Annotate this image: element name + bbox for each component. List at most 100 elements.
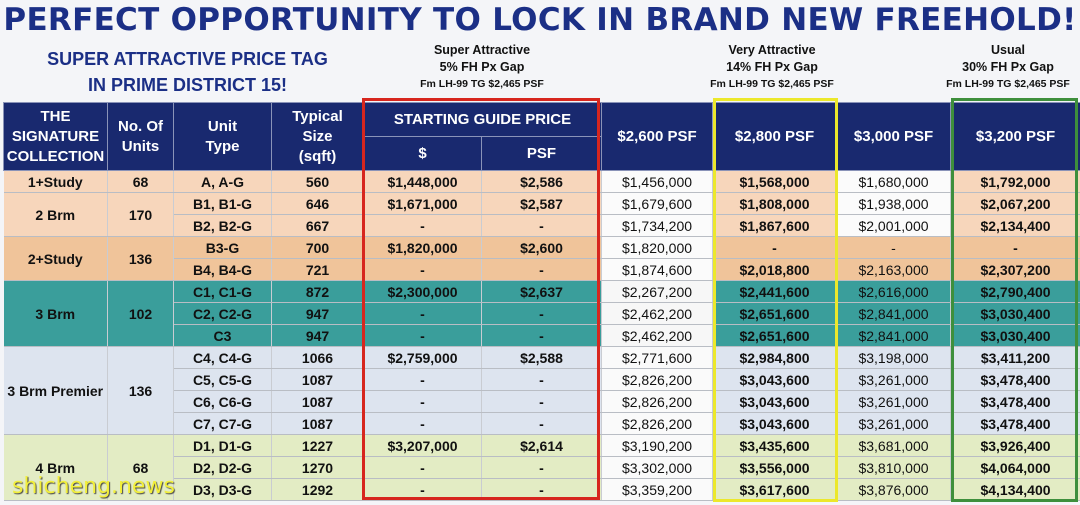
header-3000-psf: $3,000 PSF <box>836 102 952 171</box>
subtitle-line-2: IN PRIME DISTRICT 15! <box>87 75 288 95</box>
price-3200: $1,792,000 <box>950 170 1080 193</box>
note-label: Usual <box>990 43 1026 57</box>
price-3200: $2,067,200 <box>950 192 1080 215</box>
price-3000: $1,938,000 <box>836 192 952 215</box>
price-2800: $3,556,000 <box>712 456 838 479</box>
unit-type: C6, C6-G <box>173 390 272 413</box>
unit-size: 947 <box>271 302 364 325</box>
note-label: Super Attractive <box>433 43 531 57</box>
unit-type: C5, C5-G <box>173 368 272 391</box>
price-3000: $2,841,000 <box>836 324 952 347</box>
group-name: 1+Study <box>3 170 108 193</box>
price-3000: - <box>836 236 952 259</box>
price-3200: $4,064,000 <box>950 456 1080 479</box>
guide-price: $2,300,000 <box>363 280 482 303</box>
group-units: 136 <box>107 346 174 435</box>
price-2600: $2,462,200 <box>601 324 714 347</box>
unit-type: D3, D3-G <box>173 478 272 501</box>
group-name: 3 Brm Premier <box>3 346 108 435</box>
price-3200: $2,790,400 <box>950 280 1080 303</box>
price-2600: $3,302,000 <box>601 456 714 479</box>
price-3000: $3,261,000 <box>836 412 952 435</box>
price-3000: $3,198,000 <box>836 346 952 369</box>
group-units: 102 <box>107 280 174 347</box>
unit-type: C2, C2-G <box>173 302 272 325</box>
unit-size: 560 <box>271 170 364 193</box>
price-3200: $2,307,200 <box>950 258 1080 281</box>
guide-price: - <box>363 368 482 391</box>
guide-psf: $2,587 <box>481 192 603 215</box>
header-line: Units <box>121 137 160 155</box>
price-3000: $3,261,000 <box>836 368 952 391</box>
guide-price: - <box>363 456 482 479</box>
price-3000: $2,616,000 <box>836 280 952 303</box>
table-row: 2+Study 136 B3-G 700 $1,820,000 $2,600 $… <box>3 236 1080 281</box>
group-units: 136 <box>107 236 174 281</box>
header-line: Type <box>205 137 240 155</box>
price-3200: $3,926,400 <box>950 434 1080 457</box>
guide-price: - <box>363 214 482 237</box>
price-3000: $3,876,000 <box>836 478 952 501</box>
note-gap: 5% FH Px Gap <box>439 60 525 74</box>
guide-psf: - <box>481 390 603 413</box>
guide-psf: $2,637 <box>481 280 603 303</box>
table-row: C7, C7-G 1087 - - $2,826,200 $3,043,600 … <box>4 412 1080 435</box>
note-label: Very Attractive <box>728 43 816 57</box>
subtitle: SUPER ATTRACTIVE PRICE TAG IN PRIME DIST… <box>10 46 365 98</box>
table-row: D3, D3-G 1292 - - $3,359,200 $3,617,600 … <box>4 478 1080 501</box>
header-line: (sqft) <box>298 147 337 165</box>
table-row: B4, B4-G 721 - - $1,874,600 $2,018,800 $… <box>4 258 1080 281</box>
header-3200-psf: $3,200 PSF <box>950 102 1080 171</box>
unit-size: 721 <box>271 258 364 281</box>
price-2800: $1,568,000 <box>712 170 838 193</box>
header-guide-dollar: $ <box>363 136 482 171</box>
header-size: Typical Size (sqft) <box>271 102 364 171</box>
unit-size: 1066 <box>271 346 364 369</box>
price-table: THE SIGNATURE COLLECTION No. Of Units Un… <box>3 102 1080 501</box>
guide-price: - <box>363 390 482 413</box>
unit-size: 1087 <box>271 368 364 391</box>
price-2600: $1,734,200 <box>601 214 714 237</box>
table-row: D2, D2-G 1270 - - $3,302,000 $3,556,000 … <box>4 456 1080 479</box>
guide-psf: $2,614 <box>481 434 603 457</box>
note-ref: Fm LH-99 TG $2,465 PSF <box>420 78 544 90</box>
header-line: Unit <box>207 117 238 135</box>
header-line: Size <box>302 127 333 145</box>
unit-type: B2, B2-G <box>173 214 272 237</box>
guide-price: $1,448,000 <box>363 170 482 193</box>
table-row: C6, C6-G 1087 - - $2,826,200 $3,043,600 … <box>4 390 1080 413</box>
price-2800: $1,867,600 <box>712 214 838 237</box>
table-row: C3 947 - - $2,462,200 $2,651,600 $2,841,… <box>4 324 1080 347</box>
price-3200: $3,478,400 <box>950 390 1080 413</box>
unit-size: 1087 <box>271 412 364 435</box>
guide-price: $1,671,000 <box>363 192 482 215</box>
guide-psf: - <box>481 258 603 281</box>
header-units: No. Of Units <box>107 102 174 171</box>
table-row: 2 Brm 170 B1, B1-G 646 $1,671,000 $2,587… <box>3 192 1080 237</box>
unit-size: 646 <box>271 192 364 215</box>
page-title: PERFECT OPPORTUNITY TO LOCK IN BRAND NEW… <box>3 2 1077 38</box>
unit-size: 1270 <box>271 456 364 479</box>
price-2600: $1,456,000 <box>601 170 714 193</box>
note-gap: 14% FH Px Gap <box>726 60 818 74</box>
header-line: COLLECTION <box>6 147 105 165</box>
price-2600: $1,820,000 <box>601 236 714 259</box>
price-2800: $3,617,600 <box>712 478 838 501</box>
table-row: 1+Study 68 A, A-G 560 $1,448,000 $2,586 … <box>3 170 1080 193</box>
table-row: 3 Brm Premier 136 C4, C4-G 1066 $2,759,0… <box>3 346 1080 435</box>
price-2800: $2,651,600 <box>712 302 838 325</box>
unit-type: C1, C1-G <box>173 280 272 303</box>
guide-price: - <box>363 258 482 281</box>
note-gap: 30% FH Px Gap <box>962 60 1054 74</box>
price-3000: $2,841,000 <box>836 302 952 325</box>
price-2600: $1,874,600 <box>601 258 714 281</box>
guide-psf: $2,600 <box>481 236 603 259</box>
price-2800: $3,043,600 <box>712 412 838 435</box>
table-row: 3 Brm 102 C1, C1-G 872 $2,300,000 $2,637… <box>3 280 1080 347</box>
watermark: shicheng.news <box>12 474 175 499</box>
price-2800: $2,984,800 <box>712 346 838 369</box>
unit-type: D1, D1-G <box>173 434 272 457</box>
table-row: C5, C5-G 1087 - - $2,826,200 $3,043,600 … <box>4 368 1080 391</box>
unit-size: 1292 <box>271 478 364 501</box>
group-name: 2 Brm <box>3 192 108 237</box>
